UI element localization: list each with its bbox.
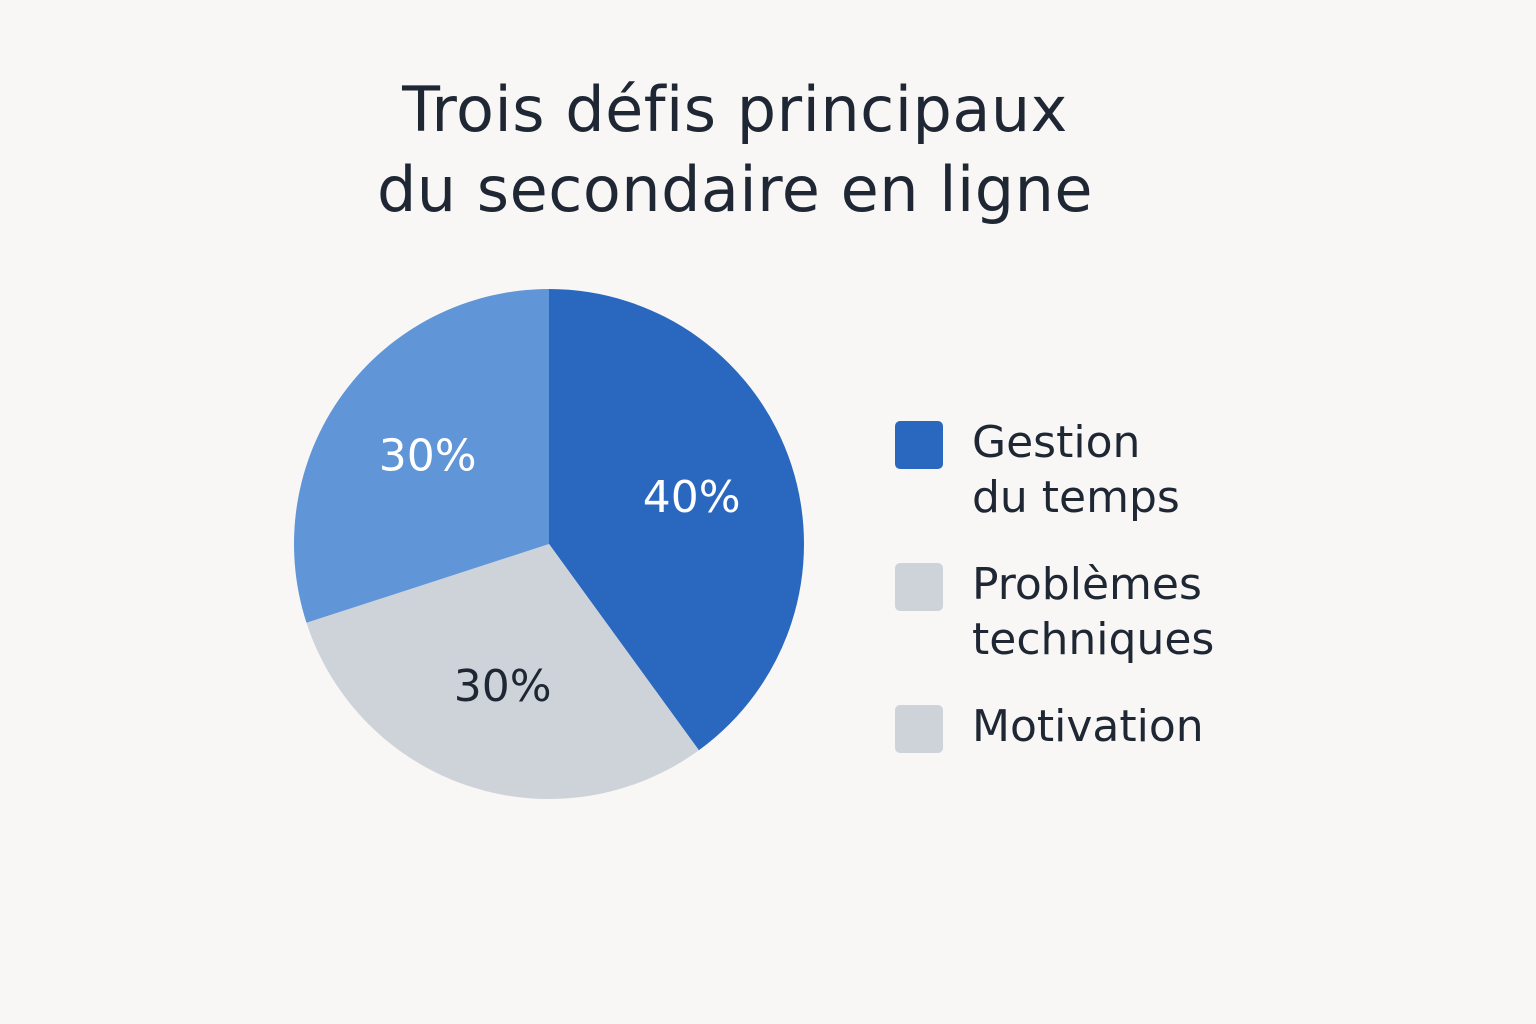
legend-swatch-motivation bbox=[895, 705, 943, 753]
pie-label-motivation: 30% bbox=[379, 430, 477, 481]
pie-label-problemes-techniques: 30% bbox=[454, 661, 552, 712]
chart-legend: Gestion du temps Problèmes techniques Mo… bbox=[895, 415, 1315, 754]
legend-label-problemes-techniques: Problèmes techniques bbox=[972, 559, 1215, 665]
legend-swatch-problemes-techniques bbox=[895, 563, 943, 611]
legend-swatch-gestion-du-temps bbox=[895, 421, 943, 469]
chart-title-line-2: du secondaire en ligne bbox=[376, 153, 1094, 226]
legend-item-problemes-techniques: Problèmes techniques bbox=[895, 557, 1315, 667]
pie-slice-gestion-du-temps bbox=[549, 289, 805, 751]
legend-item-gestion-du-temps: Gestion du temps bbox=[895, 415, 1315, 525]
pie-slice-motivation bbox=[294, 289, 549, 623]
pie-slice-problemes-techniques bbox=[306, 544, 699, 800]
chart-title: Trois défis principaux du secondaire en … bbox=[0, 70, 1470, 230]
pie-label-gestion-du-temps: 40% bbox=[643, 472, 741, 523]
legend-item-motivation: Motivation bbox=[895, 699, 1315, 754]
chart-title-line-1: Trois défis principaux bbox=[402, 73, 1068, 146]
legend-label-gestion-du-temps: Gestion du temps bbox=[972, 417, 1180, 523]
legend-label-motivation: Motivation bbox=[972, 701, 1204, 752]
